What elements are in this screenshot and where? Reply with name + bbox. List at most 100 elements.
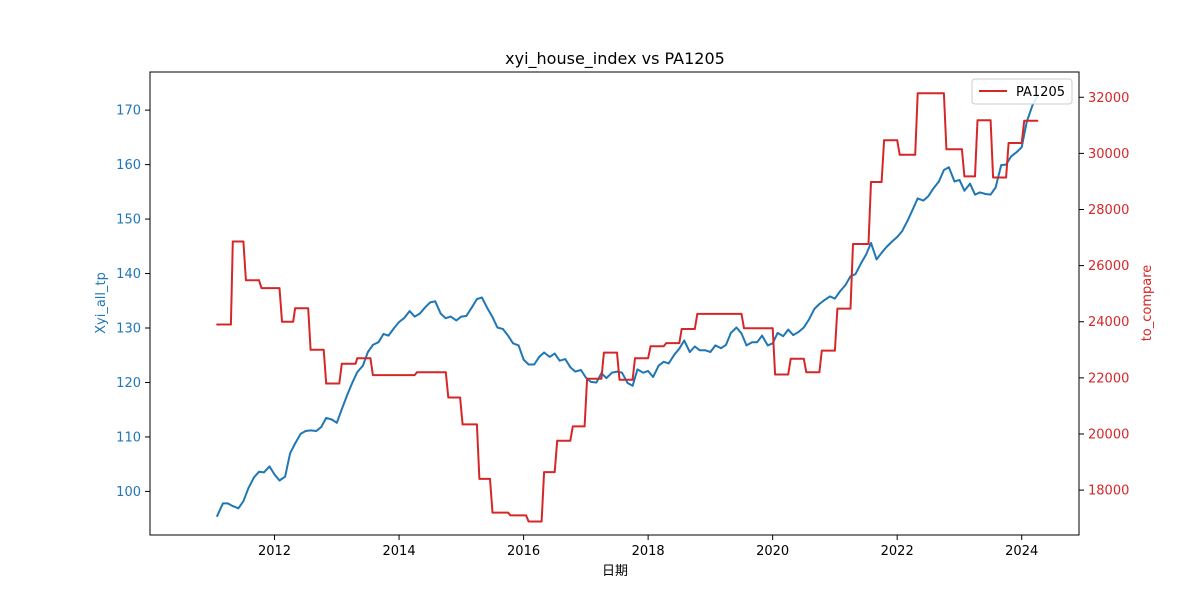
data-point-xyi-all-tp xyxy=(309,429,312,432)
data-point-xyi-all-tp xyxy=(693,345,696,348)
data-point-xyi-all-tp xyxy=(299,432,302,435)
data-point-pa1205 xyxy=(307,307,310,310)
data-point-pa1205 xyxy=(309,348,312,351)
data-point-pa1205 xyxy=(802,357,805,360)
data-point-xyi-all-tp xyxy=(720,347,722,350)
data-point-xyi-all-tp xyxy=(611,371,613,374)
data-point-xyi-all-tp xyxy=(589,381,592,383)
data-point-xyi-all-tp xyxy=(496,326,499,329)
data-point-xyi-all-tp xyxy=(631,384,634,387)
data-point-pa1205 xyxy=(867,243,870,245)
data-point-pa1205 xyxy=(852,243,854,245)
data-point-xyi-all-tp xyxy=(434,300,437,303)
data-point-pa1205 xyxy=(1007,142,1010,144)
x-tick-label: 2012 xyxy=(258,544,291,559)
data-point-pa1205 xyxy=(444,371,447,374)
data-point-xyi-all-tp xyxy=(595,381,598,384)
data-point-pa1205 xyxy=(898,153,901,156)
data-point-pa1205 xyxy=(1005,176,1007,179)
data-point-xyi-all-tp xyxy=(647,370,649,372)
data-point-xyi-all-tp xyxy=(984,193,987,195)
data-point-pa1205 xyxy=(507,511,509,514)
data-point-xyi-all-tp xyxy=(527,363,530,366)
data-point-xyi-all-tp xyxy=(289,452,291,455)
data-point-xyi-all-tp xyxy=(315,430,318,432)
data-point-pa1205 xyxy=(294,307,296,310)
data-point-pa1205 xyxy=(260,287,263,289)
data-point-pa1205 xyxy=(680,328,683,330)
data-point-xyi-all-tp xyxy=(735,326,738,329)
data-point-xyi-all-tp xyxy=(465,315,468,317)
data-point-xyi-all-tp xyxy=(730,332,732,334)
data-point-xyi-all-tp xyxy=(605,377,608,379)
data-point-pa1205 xyxy=(992,176,994,179)
data-point-pa1205 xyxy=(369,357,372,360)
x-tick-label: 2018 xyxy=(632,544,665,559)
data-point-pa1205 xyxy=(527,520,530,523)
data-point-xyi-all-tp xyxy=(382,333,385,335)
data-point-xyi-all-tp xyxy=(346,393,349,396)
data-point-pa1205 xyxy=(478,478,481,480)
data-point-xyi-all-tp xyxy=(424,306,427,309)
data-point-pa1205 xyxy=(292,320,295,323)
data-point-pa1205 xyxy=(961,148,963,151)
x-tick-label: 2022 xyxy=(881,544,914,559)
data-point-xyi-all-tp xyxy=(885,246,888,248)
data-point-xyi-all-tp xyxy=(330,418,333,421)
data-point-xyi-all-tp xyxy=(678,347,681,350)
data-point-xyi-all-tp xyxy=(683,339,686,342)
data-point-pa1205 xyxy=(896,139,899,142)
data-point-xyi-all-tp xyxy=(922,199,925,202)
data-point-xyi-all-tp xyxy=(418,312,421,315)
y-right-tick-label: 30000 xyxy=(1088,147,1129,162)
data-point-pa1205 xyxy=(662,345,665,348)
data-point-xyi-all-tp xyxy=(688,351,691,353)
data-point-xyi-all-tp xyxy=(667,362,670,365)
data-point-pa1205 xyxy=(820,349,823,352)
data-point-xyi-all-tp xyxy=(580,369,582,371)
data-point-xyi-all-tp xyxy=(943,169,945,171)
y-left-tick-label: 150 xyxy=(116,213,141,228)
data-point-xyi-all-tp xyxy=(756,341,758,344)
data-point-xyi-all-tp xyxy=(776,332,779,334)
data-point-xyi-all-tp xyxy=(439,312,442,315)
legend-box xyxy=(971,78,1073,105)
data-point-xyi-all-tp xyxy=(372,344,374,346)
series-line-pa1205 xyxy=(216,92,1039,523)
data-point-xyi-all-tp xyxy=(268,465,271,468)
data-point-xyi-all-tp xyxy=(787,328,790,331)
data-point-xyi-all-tp xyxy=(854,273,857,275)
data-point-pa1205 xyxy=(525,514,527,517)
data-point-xyi-all-tp xyxy=(953,180,956,183)
data-point-xyi-all-tp xyxy=(911,208,914,211)
data-point-xyi-all-tp xyxy=(564,358,567,360)
data-point-xyi-all-tp xyxy=(860,262,862,265)
data-point-xyi-all-tp xyxy=(1015,151,1018,154)
data-point-xyi-all-tp xyxy=(989,193,992,196)
plot-area xyxy=(216,92,1039,523)
data-point-pa1205 xyxy=(943,92,945,95)
y-left-tick-label: 140 xyxy=(116,267,141,282)
plot-frame xyxy=(149,71,1080,536)
y-left-tick-label: 120 xyxy=(116,376,141,391)
data-point-pa1205 xyxy=(583,425,586,428)
y-axis-left: 100 110 120 130 140 150 160 170 xyxy=(116,104,150,500)
data-point-pa1205 xyxy=(281,320,283,323)
data-point-xyi-all-tp xyxy=(704,349,707,352)
data-point-xyi-all-tp xyxy=(237,507,240,510)
data-point-xyi-all-tp xyxy=(932,187,935,190)
data-point-pa1205 xyxy=(849,307,852,310)
data-point-xyi-all-tp xyxy=(408,310,411,312)
y-right-tick-label: 26000 xyxy=(1088,259,1129,274)
data-point-xyi-all-tp xyxy=(367,351,369,353)
data-point-xyi-all-tp xyxy=(507,334,509,337)
data-point-xyi-all-tp xyxy=(460,315,463,318)
data-point-xyi-all-tp xyxy=(362,364,364,367)
data-point-xyi-all-tp xyxy=(1000,164,1003,167)
data-point-xyi-all-tp xyxy=(263,471,265,474)
data-point-xyi-all-tp xyxy=(636,368,639,371)
y-right-tick-label: 18000 xyxy=(1088,484,1129,499)
data-point-pa1205 xyxy=(740,313,743,315)
data-point-pa1205 xyxy=(693,328,696,330)
data-point-pa1205 xyxy=(340,362,343,365)
